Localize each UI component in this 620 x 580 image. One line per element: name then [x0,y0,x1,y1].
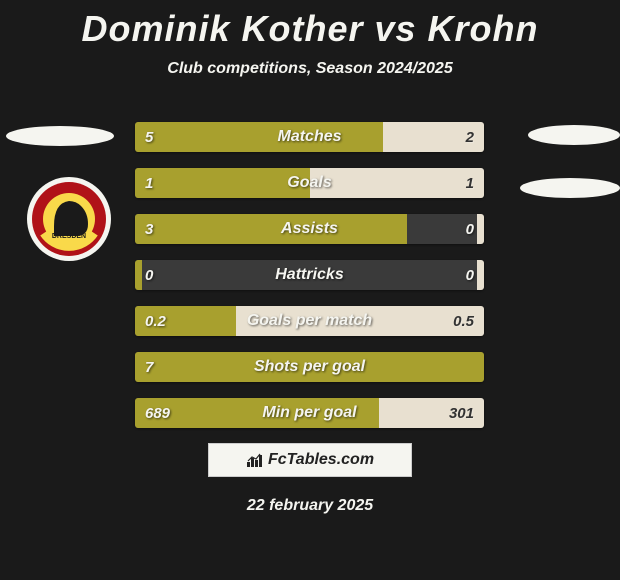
bar-right-value: 1 [466,168,474,198]
bar-right-value: 0 [466,260,474,290]
bar-row-goals: 1 Goals 1 [135,168,484,198]
decoration-ellipse-right-top [528,125,620,145]
fctables-logo[interactable]: FcTables.com [208,443,412,477]
bar-row-min-per-goal: 689 Min per goal 301 [135,398,484,428]
comparison-bars: 5 Matches 2 1 Goals 1 3 Assists 0 0 Hatt… [135,122,484,444]
bar-label: Matches [135,122,484,152]
bar-label: Goals [135,168,484,198]
bar-label: Shots per goal [135,352,484,382]
bar-right-value: 0 [466,214,474,244]
bar-row-hattricks: 0 Hattricks 0 [135,260,484,290]
bar-label: Goals per match [135,306,484,336]
bar-label: Assists [135,214,484,244]
decoration-ellipse-right-bottom [520,178,620,198]
bar-row-shots-per-goal: 7 Shots per goal [135,352,484,382]
bar-right-value: 301 [449,398,474,428]
club-badge-dresden: DRESDEN [26,176,112,262]
decoration-ellipse-left [6,126,114,146]
bar-row-assists: 3 Assists 0 [135,214,484,244]
bar-row-matches: 5 Matches 2 [135,122,484,152]
svg-text:DRESDEN: DRESDEN [52,233,86,240]
bar-right-value: 2 [466,122,474,152]
bar-right-value: 0.5 [453,306,474,336]
bar-label: Hattricks [135,260,484,290]
comparison-subtitle: Club competitions, Season 2024/2025 [0,60,620,78]
bar-label: Min per goal [135,398,484,428]
comparison-title: Dominik Kother vs Krohn [0,0,620,50]
date-label: 22 february 2025 [0,497,620,515]
chart-icon [246,452,264,468]
bar-row-goals-per-match: 0.2 Goals per match 0.5 [135,306,484,336]
logo-text: FcTables.com [268,451,374,469]
